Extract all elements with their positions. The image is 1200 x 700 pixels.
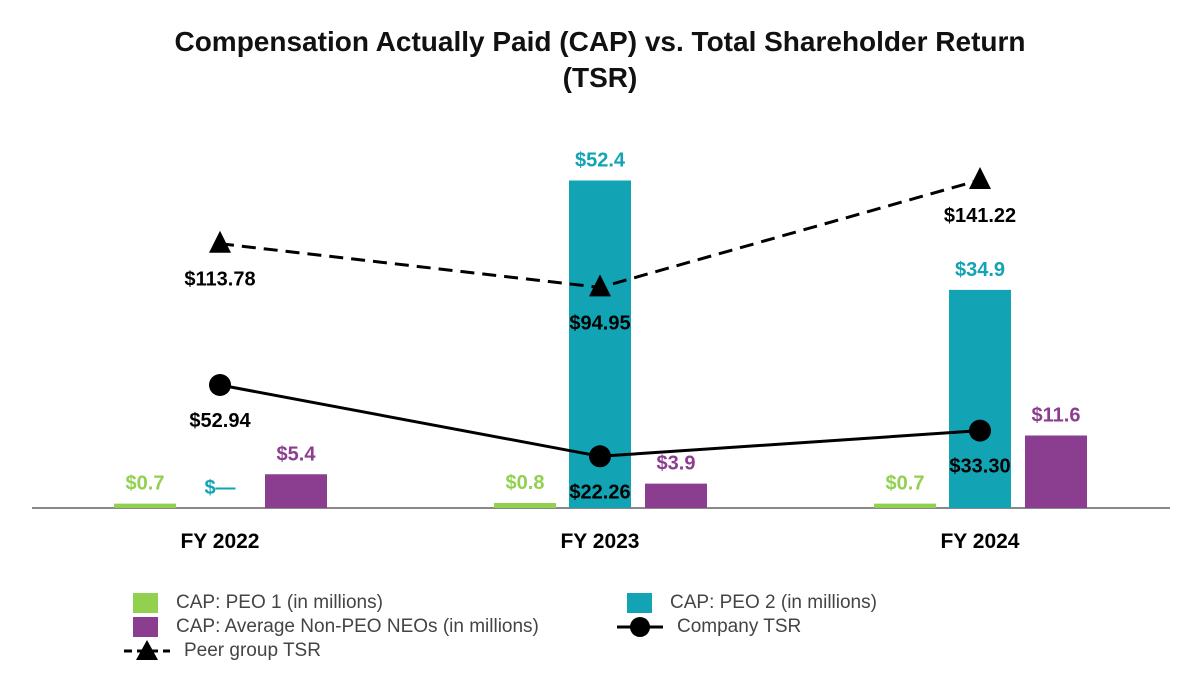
bar-2-1 — [645, 483, 707, 508]
point-label-3-1: $22.26 — [569, 481, 630, 503]
category-label-0: FY 2022 — [180, 530, 259, 553]
category-label-1: FY 2023 — [560, 530, 639, 553]
bar-label-1-1: $52.4 — [575, 150, 626, 172]
bar-2-0 — [265, 474, 327, 508]
bar-2-2 — [1025, 435, 1087, 508]
point-label-3-0: $52.94 — [189, 410, 251, 432]
bar-label-0-0: $0.7 — [126, 473, 165, 495]
chart-title: Compensation Actually Paid (CAP) vs. Tot… — [0, 24, 1200, 96]
bar-label-1-2: $34.9 — [955, 259, 1005, 281]
point-label-4-2: $141.22 — [944, 205, 1016, 227]
bar-label-0-2: $0.7 — [886, 473, 925, 495]
point-3-0 — [209, 374, 231, 397]
bar-label-2-1: $3.9 — [657, 453, 696, 475]
bar-0-2 — [874, 503, 936, 508]
chart-title-line-2: (TSR) — [562, 62, 638, 93]
point-3-2 — [969, 419, 991, 442]
point-4-1 — [589, 274, 611, 297]
bar-0-0 — [114, 503, 176, 508]
point-label-4-0: $113.78 — [184, 269, 255, 291]
bar-label-2-0: $5.4 — [277, 443, 317, 465]
point-4-0 — [209, 230, 231, 253]
point-label-4-1: $94.95 — [569, 312, 630, 334]
point-4-2 — [969, 166, 991, 189]
point-label-3-2: $33.30 — [949, 456, 1010, 478]
point-3-1 — [589, 445, 611, 468]
bar-label-2-2: $11.6 — [1032, 405, 1081, 427]
bar-0-1 — [494, 503, 556, 508]
bar-label-1-0: $— — [204, 477, 235, 499]
category-label-2: FY 2024 — [940, 530, 1019, 553]
chart-title-line-1: Compensation Actually Paid (CAP) vs. Tot… — [174, 26, 1026, 57]
bar-1-2 — [949, 289, 1011, 508]
bar-label-0-1: $0.8 — [506, 472, 545, 494]
